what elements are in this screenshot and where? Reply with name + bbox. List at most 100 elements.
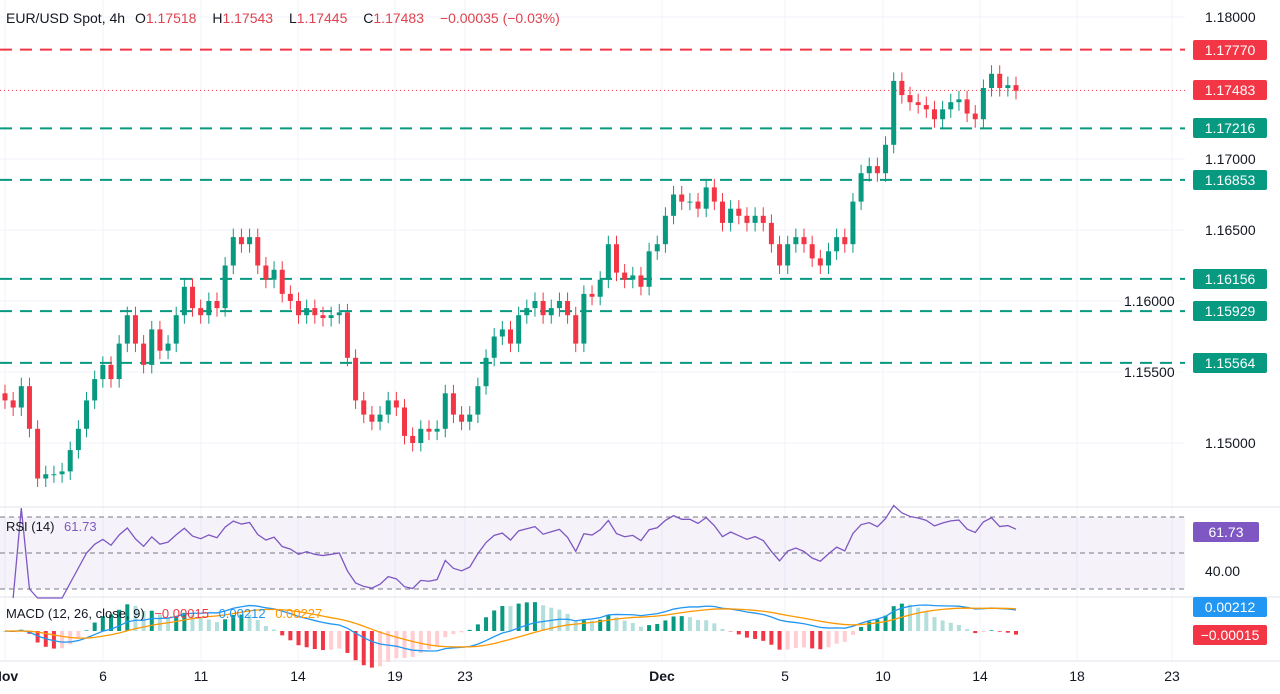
candle-down (711, 187, 717, 202)
resistance-level-tag: 1.17770 (1193, 39, 1267, 60)
macd-histogram-bar (263, 625, 268, 631)
candle-up (434, 428, 440, 432)
candle-up (84, 400, 90, 429)
macd-histogram-bar (532, 602, 537, 631)
macd-histogram-bar (565, 613, 570, 631)
symbol-title: EUR/USD Spot, 4h (6, 10, 126, 26)
rsi-legend: RSI (14) 61.73 (6, 519, 103, 534)
candle-down (997, 73, 1003, 88)
price-tick-label: 1.16500 (1205, 222, 1256, 238)
candle-up (703, 187, 709, 209)
macd-histogram-bar (932, 617, 937, 631)
change-value: −0.00035 (−0.03%) (439, 10, 560, 26)
macd-histogram-bar (60, 631, 65, 649)
macd-histogram-bar (51, 631, 56, 649)
support-level-tag: 1.16853 (1193, 169, 1267, 190)
macd-histogram-bar (394, 631, 399, 659)
macd-histogram-bar (418, 631, 423, 654)
candle-down (320, 315, 326, 319)
macd-histogram-bar (353, 631, 358, 661)
time-tick-label: Nov (0, 668, 19, 684)
support-level-tag: 1.16156 (1193, 268, 1267, 289)
candle-up (483, 357, 489, 387)
candle-down (923, 105, 929, 110)
macd-histogram-bar (647, 625, 652, 631)
candle-up (662, 215, 668, 245)
low-label: L (288, 10, 297, 26)
macd-histogram-bar (337, 631, 342, 649)
candle-down (426, 428, 432, 432)
candle-up (1005, 85, 1011, 88)
macd-histogram-bar (459, 631, 464, 633)
macd-histogram-bar (214, 622, 219, 631)
macd-histogram-bar (239, 614, 244, 631)
rsi-tag: 61.73 (1193, 522, 1259, 542)
candle-down (353, 357, 359, 401)
candle-up (654, 244, 660, 252)
macd-histogram-bar (883, 615, 888, 631)
macd-histogram-bar (35, 631, 40, 643)
time-tick-label: 6 (99, 668, 107, 684)
price-tick-label: 1.15000 (1205, 435, 1256, 451)
candle-up (75, 428, 81, 451)
macd-histogram-bar (76, 631, 81, 639)
symbol-legend: EUR/USD Spot, 4h O1.17518 H1.17543 L1.17… (6, 10, 566, 26)
macd-histogram-bar (622, 620, 627, 631)
candle-up (956, 99, 962, 103)
macd-histogram-bar (956, 624, 961, 631)
candle-up (597, 279, 603, 297)
macd-histogram-bar (84, 630, 89, 631)
macd-histogram-bar (402, 631, 407, 658)
macd-histogram-bar (516, 603, 521, 631)
close-value: 1.17483 (373, 10, 424, 26)
macd-histogram-bar (981, 631, 986, 633)
candle-down (214, 301, 220, 309)
macd-histogram-bar (810, 631, 815, 649)
macd-histogram-bar (272, 629, 277, 631)
candle-down (141, 343, 147, 365)
macd-histogram-bar (108, 614, 113, 631)
macd-histogram-bar (255, 619, 260, 631)
time-tick-label: 10 (875, 668, 891, 684)
price-tick-label: 1.18000 (1205, 9, 1256, 25)
high-label: H (212, 10, 223, 26)
candle-up (377, 414, 383, 422)
macd-histogram-bar (638, 626, 643, 631)
macd-histogram-bar (590, 620, 595, 631)
macd-histogram-bar (206, 619, 211, 631)
macd-histogram-bar (598, 619, 603, 631)
macd-histogram-bar (891, 606, 896, 631)
candle-up (418, 428, 424, 443)
candle-up (858, 173, 864, 202)
macd-histogram-bar (117, 609, 122, 631)
low-value: 1.17445 (296, 10, 348, 26)
last-price-level-tag: 1.17483 (1193, 80, 1267, 101)
macd-histogram-bar (687, 617, 692, 631)
candle-up (467, 414, 473, 422)
time-tick-label: Dec (649, 668, 675, 684)
macd-histogram-bar (940, 620, 945, 631)
support-level-tag: 1.17216 (1193, 118, 1267, 139)
price-tick-label: 1.16000 (1122, 293, 1177, 309)
candle-up (989, 73, 995, 88)
candle-down (361, 400, 367, 415)
candle-up (646, 251, 652, 287)
candle-up (825, 251, 831, 266)
candle-down (2, 393, 8, 401)
candle-up (222, 265, 228, 309)
macd-histogram-bar (182, 612, 187, 631)
candle-down (907, 95, 913, 103)
candle-up (271, 269, 277, 280)
macd-histogram-bar (410, 631, 415, 658)
candle-up (834, 237, 840, 252)
candle-down (255, 237, 261, 266)
candle-down (540, 301, 546, 316)
macd-hist-tag: −0.00015 (1193, 625, 1267, 645)
candle-down (565, 301, 571, 316)
macd-histogram-bar (908, 604, 913, 631)
macd-histogram-bar (492, 610, 497, 631)
candle-up (206, 301, 212, 316)
macd-histogram-bar (92, 622, 97, 631)
candle-down (931, 109, 937, 120)
